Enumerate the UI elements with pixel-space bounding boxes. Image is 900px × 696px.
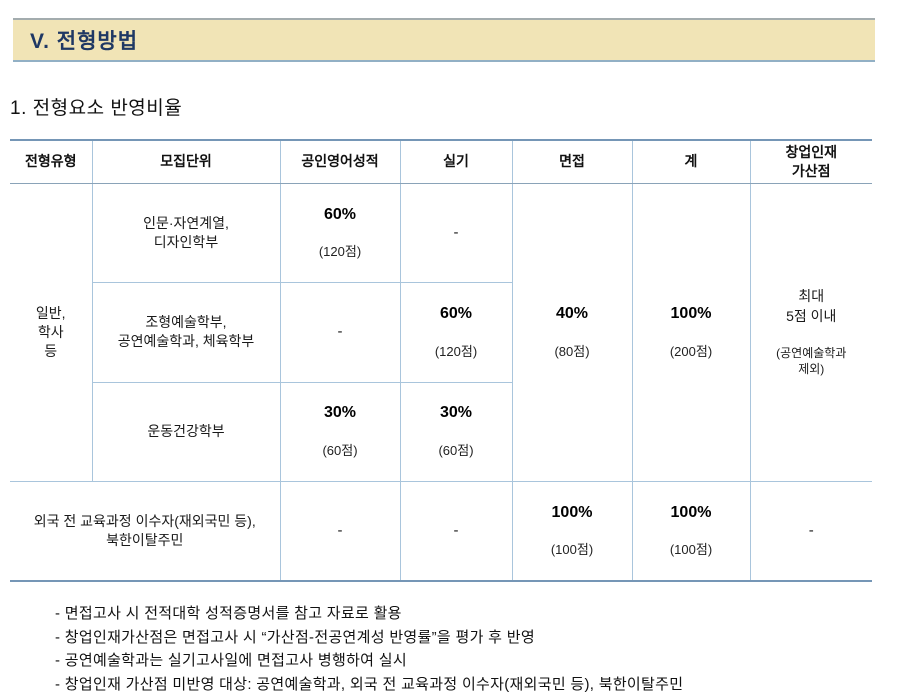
cell-english-foreign: - [279,480,401,581]
banner-title: V. 전형방법 [30,30,139,53]
interview-percent: 100% [551,503,593,521]
note-item: - 면접고사 시 전적대학 성적증명서를 참고 자료로 활용 [55,605,402,623]
cell-total-general: 100% (200점) [631,182,751,482]
english-points: (120점) [318,244,362,260]
header-interview: 면접 [511,140,633,184]
note-item: - 공연예술학과는 실기고사일에 면접고사 병행하여 실시 [55,652,407,670]
header-total: 계 [631,140,751,184]
cell-bonus-general: 최대 5점 이내 (공연예술학과 제외) [749,182,873,482]
cell-bonus-foreign: - [749,480,873,581]
practical-points: (120점) [434,343,478,359]
header-practical: 실기 [399,140,513,184]
note-item: - 창업인재 가산점 미반영 대상: 공연예술학과, 외국 전 교육과정 이수자… [55,675,684,693]
cell-unit-exercise-health: 운동건강학부 [91,381,281,482]
ratio-table: 전형유형 모집단위 공인영어성적 실기 면접 계 창업인재 가산점 일반, 학사… [9,140,873,581]
english-points: (60점) [322,443,358,459]
cell-practical-foreign: - [399,480,513,581]
total-percent: 100% [670,503,712,521]
document-page: V. 전형방법 1. 전형요소 반영비율 전형유형 모집단위 공인영어성적 실기… [0,18,900,696]
cell-admission-type-general: 일반, 학사 등 [9,182,93,482]
note-item: - 창업인재가산점은 면접고사 시 “가산점-전공연계성 반영률”을 평가 후 … [55,628,535,646]
ratio-table-wrap: 전형유형 모집단위 공인영어성적 실기 면접 계 창업인재 가산점 일반, 학사… [9,139,873,583]
cell-english-row2: - [279,282,401,383]
cell-interview-general: 40% (80점) [511,182,633,482]
cell-practical-row3: 30% (60점) [399,381,513,482]
table-row: 운동건강학부 30% (60점) 30% (60점) [10,381,872,482]
subsection-title: 1. 전형요소 반영비율 [10,98,183,119]
cell-english-row1: 60% (120점) [279,182,401,284]
cell-unit-arts-sports: 조형예술학부, 공연예술학과, 체육학부 [91,282,281,383]
practical-points: (60점) [438,443,474,459]
header-startup-bonus: 창업인재 가산점 [749,140,873,184]
english-percent: 60% [323,205,357,223]
bonus-exception-text: (공연예술학과 제외) [776,346,847,377]
total-points: (100점) [669,542,713,558]
practical-percent: 30% [439,404,473,422]
total-points: (200점) [669,343,713,359]
interview-points: (80점) [554,343,590,359]
interview-points: (100점) [550,542,594,558]
cell-foreign-applicants: 외국 전 교육과정 이수자(재외국민 등), 북한이탈주민 [9,480,281,581]
practical-percent: 60% [439,305,473,323]
table-row: 일반, 학사 등 인문·자연계열, 디자인학부 60% (120점) - 40%… [9,182,873,482]
header-recruitment-unit: 모집단위 [91,140,281,184]
cell-practical-row2: 60% (120점) [399,282,513,383]
cell-practical-row1: - [399,182,513,284]
section-banner: V. 전형방법 [13,18,875,62]
bonus-main-text: 최대 5점 이내 [786,288,837,324]
total-percent: 100% [670,305,712,323]
table-row: 외국 전 교육과정 이수자(재외국민 등), 북한이탈주민 - - 100% (… [9,480,873,581]
table-header-row: 전형유형 모집단위 공인영어성적 실기 면접 계 창업인재 가산점 [9,140,873,184]
cell-english-row3: 30% (60점) [279,381,401,482]
header-english-score: 공인영어성적 [279,140,401,184]
table-row: 조형예술학부, 공연예술학과, 체육학부 - 60% (120점) [10,282,872,383]
cell-total-foreign: 100% (100점) [631,480,751,581]
cell-interview-foreign: 100% (100점) [511,480,633,581]
cell-unit-humanities-design: 인문·자연계열, 디자인학부 [91,182,281,284]
header-admission-type: 전형유형 [9,140,93,184]
interview-percent: 40% [555,305,589,323]
notes-list: - 면접고사 시 전적대학 성적증명서를 참고 자료로 활용 - 창업인재가산점… [55,602,900,696]
english-percent: 30% [323,404,357,422]
